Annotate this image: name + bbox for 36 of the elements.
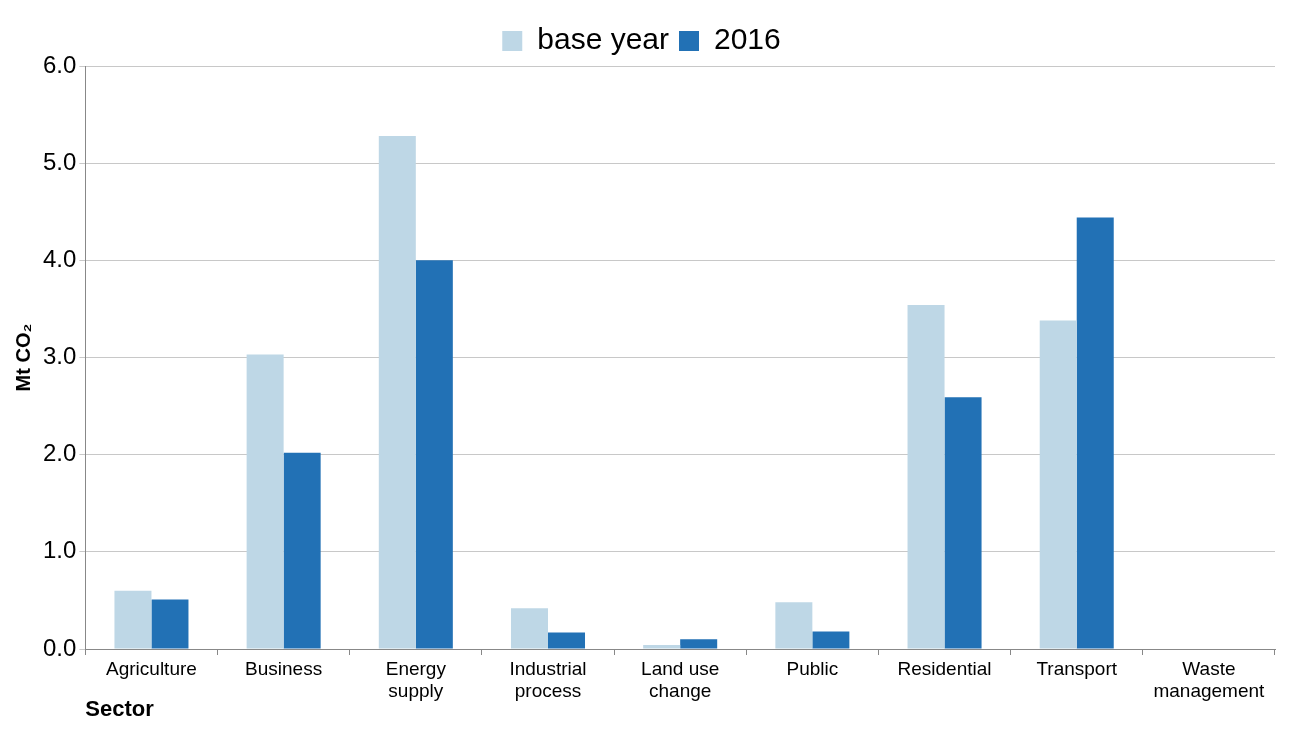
bar [907, 305, 945, 649]
x-tick-label: Land use change [641, 657, 720, 702]
y-axis-title: Mt CO₂ [11, 323, 34, 392]
x-tick-label: Public [786, 657, 839, 679]
x-tick-label: Waste management [1153, 657, 1266, 702]
bar [812, 631, 850, 649]
bar [548, 632, 586, 649]
bar [114, 590, 152, 649]
bar [680, 639, 718, 649]
x-tick-label: Transport [1036, 657, 1118, 679]
bar [643, 645, 681, 649]
x-tick-label: Agriculture [106, 657, 197, 679]
legend-label: base year [537, 22, 670, 56]
bar [944, 397, 982, 649]
x-tick-label: Residential [897, 657, 992, 679]
y-tick-label: 5.0 [42, 147, 77, 175]
bar [246, 354, 284, 649]
bar [1039, 320, 1077, 649]
y-tick-label: 4.0 [42, 244, 77, 272]
y-tick-label: 2.0 [42, 439, 77, 467]
bar [151, 599, 189, 649]
y-tick-label: 3.0 [42, 342, 77, 370]
bar [415, 260, 453, 649]
legend-label: 2016 [714, 22, 781, 56]
bar [283, 452, 321, 649]
y-tick-label: 1.0 [42, 536, 77, 564]
bar [775, 602, 813, 649]
x-tick-label: Energy supply [385, 657, 447, 702]
bar [1076, 217, 1114, 649]
y-tick-label: 6.0 [42, 50, 77, 78]
x-tick-label: Industrial process [509, 657, 587, 702]
y-tick-label: 0.0 [42, 633, 77, 661]
bar [510, 608, 548, 649]
x-tick-label: Business [245, 657, 323, 679]
x-axis-title: Sector [85, 695, 155, 721]
bar [378, 135, 416, 649]
